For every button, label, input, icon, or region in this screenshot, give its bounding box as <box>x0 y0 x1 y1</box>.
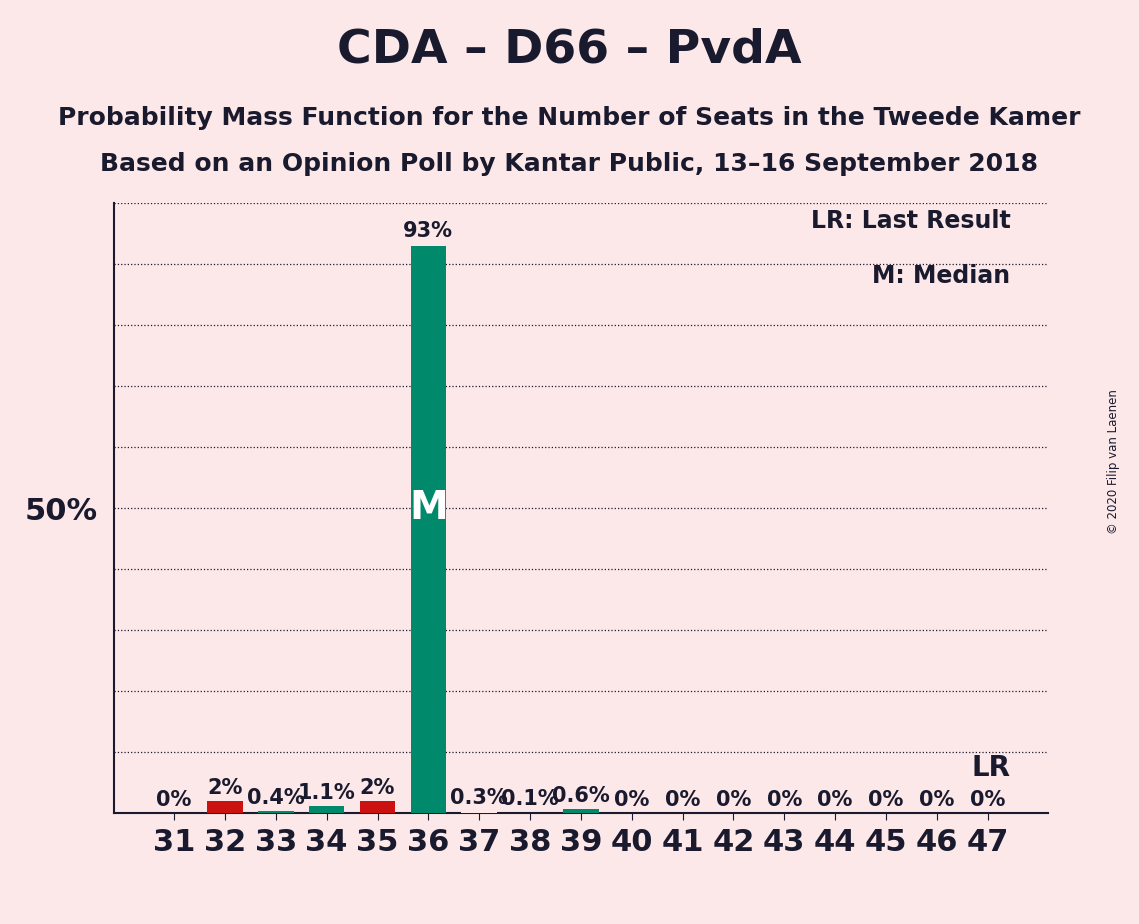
Text: 93%: 93% <box>403 221 453 241</box>
Text: © 2020 Filip van Laenen: © 2020 Filip van Laenen <box>1107 390 1121 534</box>
Text: M: Median: M: Median <box>872 264 1010 288</box>
Text: M: M <box>409 489 448 528</box>
Text: 1.1%: 1.1% <box>297 784 355 803</box>
Text: 0%: 0% <box>818 790 853 810</box>
Text: Probability Mass Function for the Number of Seats in the Tweede Kamer: Probability Mass Function for the Number… <box>58 106 1081 130</box>
Text: 0%: 0% <box>868 790 903 810</box>
Text: LR: LR <box>972 754 1010 782</box>
Text: 0%: 0% <box>614 790 649 810</box>
Text: 0.6%: 0.6% <box>552 786 609 807</box>
Text: 0%: 0% <box>665 790 700 810</box>
Text: LR: Last Result: LR: Last Result <box>811 210 1010 234</box>
Text: 2%: 2% <box>360 778 395 797</box>
Bar <box>563 809 599 813</box>
Text: Based on an Opinion Poll by Kantar Public, 13–16 September 2018: Based on an Opinion Poll by Kantar Publi… <box>100 152 1039 176</box>
Bar <box>309 807 344 813</box>
Text: 0.3%: 0.3% <box>450 788 508 808</box>
Text: 0%: 0% <box>715 790 751 810</box>
Bar <box>461 811 497 813</box>
Text: 0%: 0% <box>919 790 954 810</box>
Text: 0.4%: 0.4% <box>247 787 305 808</box>
Bar <box>360 801 395 813</box>
Text: 0%: 0% <box>156 790 191 810</box>
Text: 0.1%: 0.1% <box>501 789 559 809</box>
Text: CDA – D66 – PvdA: CDA – D66 – PvdA <box>337 28 802 73</box>
Bar <box>259 810 294 813</box>
Text: 0%: 0% <box>767 790 802 810</box>
Text: 0%: 0% <box>970 790 1006 810</box>
Bar <box>207 801 243 813</box>
Text: 2%: 2% <box>207 778 243 797</box>
Bar <box>410 246 446 813</box>
